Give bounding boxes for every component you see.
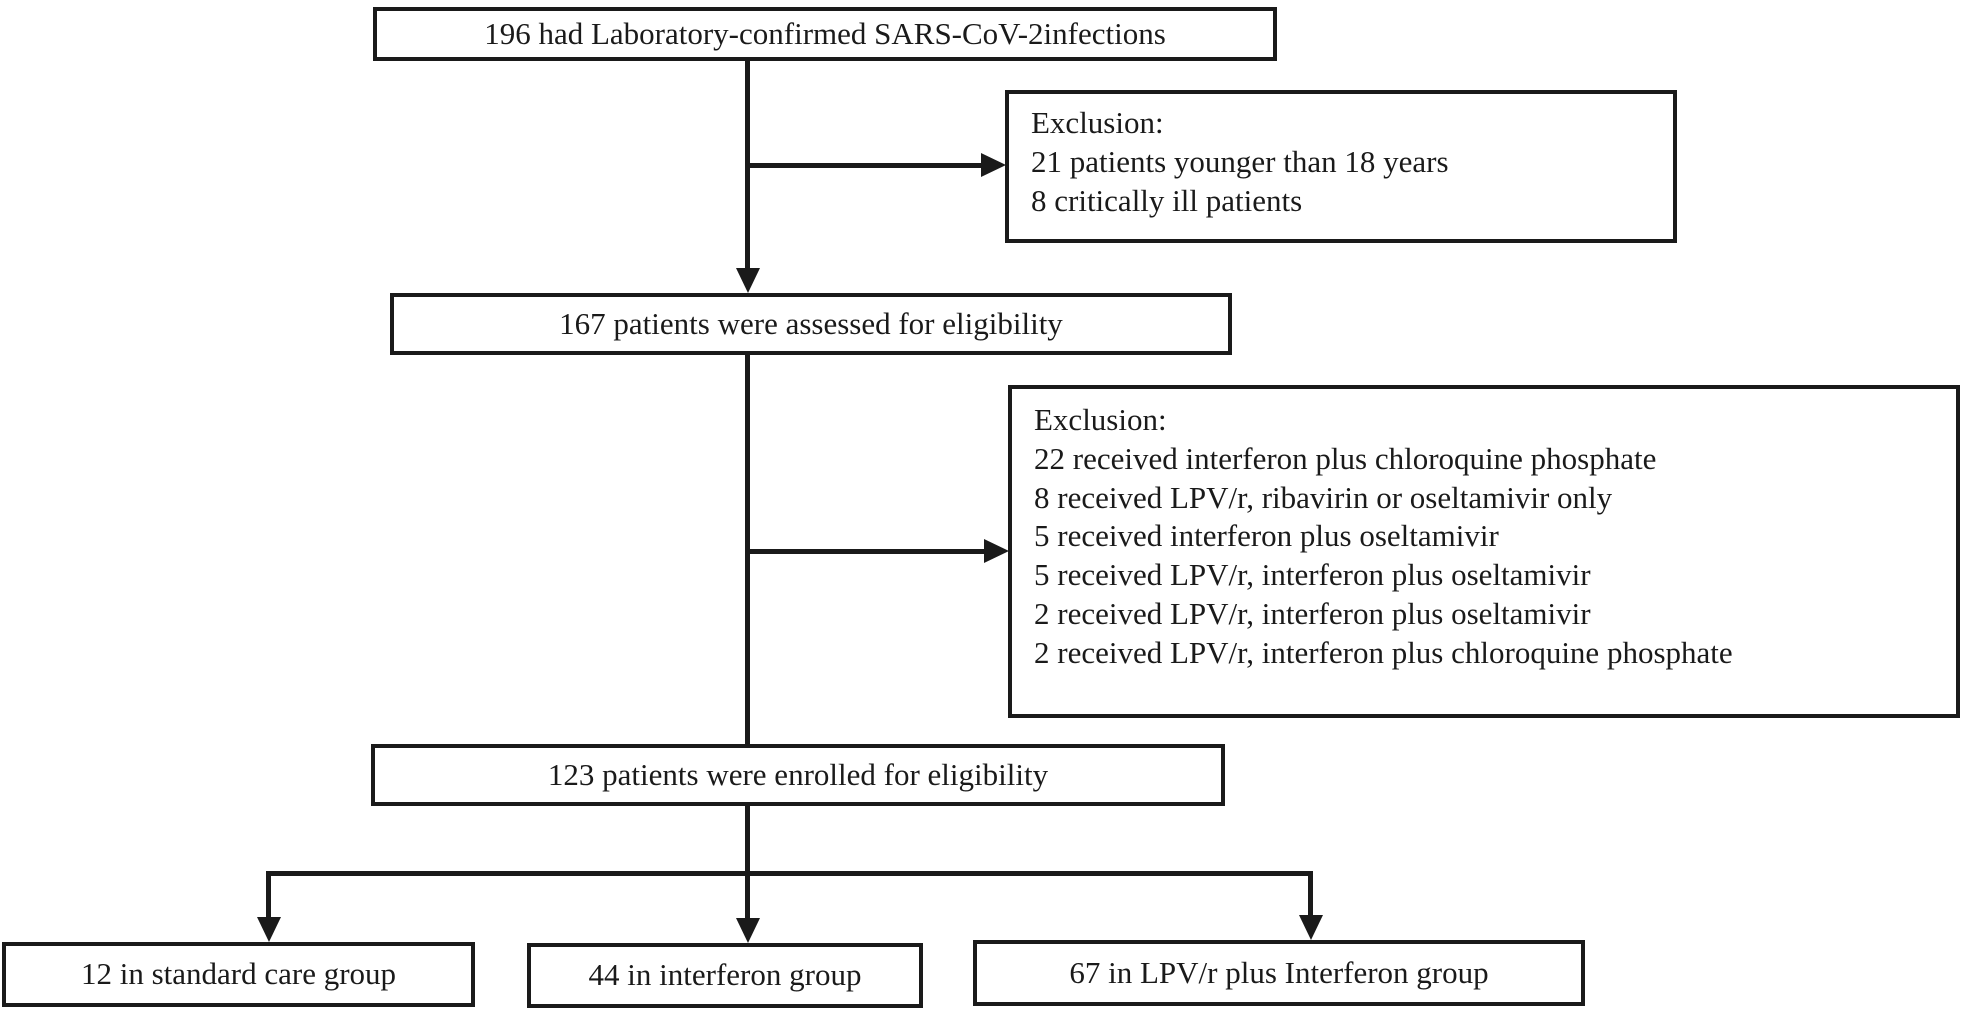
node-group-lpvr-interferon-label: 67 in LPV/r plus Interferon group <box>1069 954 1489 990</box>
arrowhead-down-icon <box>1299 915 1323 940</box>
node-group-standard-care-label: 12 in standard care group <box>80 956 397 992</box>
exclusion1-item: 8 critically ill patients <box>1031 182 1303 218</box>
arrowhead-down-icon <box>257 917 281 942</box>
exclusion1-item: 21 patients younger than 18 years <box>1031 143 1449 179</box>
exclusion2-item: 8 received LPV/r, ribavirin or oseltamiv… <box>1034 479 1613 515</box>
exclusion2-item: 5 received interferon plus oseltamivir <box>1034 518 1499 554</box>
exclusion1-title: Exclusion: <box>1031 105 1164 140</box>
arrowhead-right-icon <box>981 153 1006 177</box>
node-group-standard-care: 12 in standard care group <box>2 942 475 1007</box>
node-group-interferon-label: 44 in interferon group <box>588 957 862 993</box>
connector-to-exclusion1 <box>748 163 983 168</box>
connector-enrolled-to-branch <box>745 806 750 873</box>
node-confirmed-infections-label: 196 had Laboratory-confirmed SARS-CoV-2i… <box>484 15 1166 51</box>
connector-confirmed-to-assessed <box>745 61 750 270</box>
branch-line <box>266 871 1313 876</box>
node-enrolled-label: 123 patients were enrolled for eligibili… <box>547 756 1049 792</box>
node-assessed-label: 167 patients were assessed for eligibili… <box>559 305 1063 341</box>
exclusion2-item: 2 received LPV/r, interferon plus chloro… <box>1034 634 1733 670</box>
exclusion2-item: 5 received LPV/r, interferon plus oselta… <box>1034 557 1591 592</box>
node-exclusion-2: Exclusion: 22 received interferon plus c… <box>1008 385 1960 718</box>
exclusion2-title: Exclusion: <box>1034 402 1167 437</box>
node-group-lpvr-interferon: 67 in LPV/r plus Interferon group <box>973 940 1585 1006</box>
node-assessed: 167 patients were assessed for eligibili… <box>390 293 1232 355</box>
node-confirmed-infections: 196 had Laboratory-confirmed SARS-CoV-2i… <box>373 7 1277 61</box>
connector-to-exclusion2 <box>748 549 986 554</box>
connector-branch-to-lpvr <box>1308 871 1313 916</box>
connector-branch-to-standard-care <box>266 871 271 919</box>
connector-assessed-to-enrolled <box>745 355 750 744</box>
exclusion2-item: 2 received LPV/r, interferon plus oselta… <box>1034 595 1591 631</box>
node-exclusion-1: Exclusion: 21 patients younger than 18 y… <box>1005 90 1677 243</box>
exclusion2-item: 22 received interferon plus chloroquine … <box>1034 440 1657 476</box>
arrowhead-down-icon <box>736 918 760 943</box>
arrowhead-down-icon <box>736 268 760 293</box>
node-group-interferon: 44 in interferon group <box>527 943 923 1008</box>
node-enrolled: 123 patients were enrolled for eligibili… <box>371 744 1225 806</box>
arrowhead-right-icon <box>984 539 1009 563</box>
connector-branch-to-interferon <box>745 876 750 919</box>
